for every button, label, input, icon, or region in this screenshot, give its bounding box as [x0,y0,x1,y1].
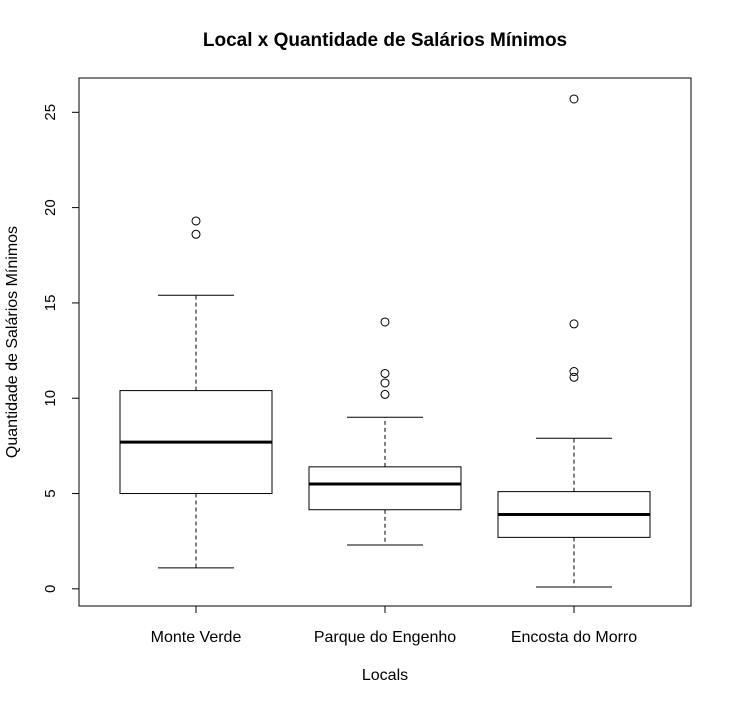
outlier-point [569,94,579,104]
y-tick-label: 5 [42,489,59,497]
x-axis: Monte Verde Parque do Engenho Encosta do M… [151,605,637,646]
boxes-group [119,94,651,588]
box-3 [497,94,651,588]
x-axis-label: Locals [362,667,408,684]
y-axis-label: Quantidade de Salários Mínimos [4,226,21,458]
outlier-point [380,317,390,327]
iqr-box [308,466,462,511]
y-tick-label: 20 [42,199,59,216]
chart-title: Local x Quantidade de Salários Mínimos [203,30,567,51]
x-tick-label: Encosta do Morro [511,629,637,646]
y-tick-label: 0 [42,585,59,593]
outlier-point [569,367,579,377]
y-tick-label: 25 [42,104,59,121]
y-axis: 0 5 10 15 20 25 [42,104,80,593]
outlier-point [380,389,390,399]
outlier-point [380,378,390,388]
outlier-point [191,229,201,239]
outlier-point [569,372,579,382]
y-tick-label: 10 [42,390,59,407]
outlier-point [191,216,201,226]
outlier-point [569,319,579,329]
x-tick-label: Parque do Engenho [314,629,456,646]
x-tick-label: Monte Verde [151,629,242,646]
box-1 [119,216,273,569]
box-2 [308,317,462,546]
outlier-point [380,368,390,378]
y-tick-label: 15 [42,295,59,312]
